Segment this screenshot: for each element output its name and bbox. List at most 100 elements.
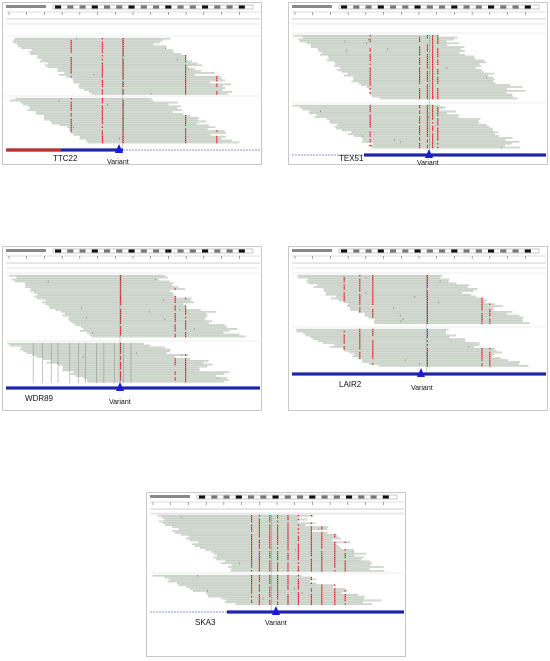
- mismatch: [277, 594, 279, 596]
- mismatch: [122, 105, 124, 107]
- ideogram-band: [140, 249, 147, 253]
- mismatch: [287, 597, 289, 600]
- read: [358, 357, 501, 359]
- mismatch: [70, 57, 72, 59]
- gene-utr: [6, 148, 61, 152]
- mismatch: [426, 57, 428, 60]
- mismatch: [481, 351, 483, 354]
- mismatch: [287, 535, 289, 538]
- ideogram-band: [426, 249, 433, 253]
- mismatch: [432, 114, 434, 116]
- ideogram-band: [377, 5, 384, 9]
- mismatch: [437, 106, 439, 109]
- mismatch: [481, 314, 483, 317]
- mismatch: [70, 126, 72, 128]
- read: [9, 274, 166, 277]
- read: [29, 51, 174, 53]
- igv-view: [292, 248, 546, 377]
- read-mismatch-grey: [394, 139, 395, 141]
- read: [337, 69, 482, 71]
- mismatch: [258, 595, 260, 598]
- locus-box: [6, 5, 46, 8]
- mismatch: [369, 71, 371, 73]
- mismatch: [432, 108, 434, 111]
- mismatch: [419, 112, 421, 114]
- mismatch: [101, 141, 103, 144]
- mismatch: [344, 590, 346, 592]
- mismatch: [310, 578, 312, 581]
- mismatch: [419, 67, 421, 69]
- read: [370, 93, 513, 96]
- read: [298, 38, 455, 41]
- mismatch: [277, 570, 279, 572]
- mismatch: [419, 59, 421, 62]
- ideogram-band: [153, 249, 160, 253]
- ideogram-band: [358, 495, 365, 499]
- mismatch: [481, 305, 483, 307]
- mismatch: [122, 101, 124, 104]
- ideogram-band: [512, 5, 519, 9]
- read: [224, 601, 363, 604]
- mismatch: [251, 566, 253, 568]
- mismatch: [437, 112, 439, 114]
- mismatch: [426, 127, 428, 130]
- mismatch: [437, 59, 439, 62]
- mismatch: [426, 92, 428, 94]
- read-mismatch-grey: [188, 68, 189, 70]
- mismatch: [310, 597, 312, 600]
- mismatch: [343, 299, 345, 302]
- mismatch: [70, 64, 72, 66]
- mismatch: [251, 576, 253, 579]
- mismatch: [122, 120, 124, 123]
- mismatch: [372, 314, 374, 317]
- mismatch: [122, 109, 124, 111]
- mismatch: [334, 554, 336, 557]
- mismatch: [287, 595, 289, 598]
- mismatch: [432, 35, 434, 37]
- mismatch: [426, 284, 428, 286]
- mismatch: [122, 38, 124, 40]
- read: [81, 326, 227, 328]
- mismatch: [432, 118, 434, 120]
- read: [313, 338, 465, 340]
- mismatch: [251, 590, 253, 592]
- mismatch: [343, 292, 345, 294]
- mismatch: [432, 52, 434, 54]
- mismatch: [310, 601, 312, 603]
- read: [30, 290, 170, 292]
- mismatch: [287, 575, 289, 577]
- mismatch: [185, 381, 187, 383]
- mismatch: [251, 520, 253, 523]
- mismatch: [369, 139, 371, 141]
- mismatch: [70, 98, 72, 100]
- read: [161, 516, 298, 519]
- mismatch: [310, 534, 312, 536]
- read: [340, 67, 476, 69]
- mismatch: [185, 360, 187, 362]
- mismatch: [372, 288, 374, 290]
- read: [78, 85, 223, 87]
- read-mismatch-grey: [344, 40, 346, 43]
- mismatch: [120, 303, 122, 305]
- mismatch: [269, 516, 271, 519]
- ideogram-band: [341, 5, 348, 9]
- mismatch: [269, 556, 271, 559]
- read-mismatch-grey: [106, 103, 108, 106]
- read: [326, 291, 462, 294]
- mismatch: [343, 348, 345, 350]
- ideogram-band: [116, 249, 123, 253]
- mismatch: [310, 590, 312, 592]
- mismatch: [277, 543, 279, 545]
- mismatch: [344, 570, 346, 572]
- mismatch: [101, 122, 103, 125]
- mismatch: [343, 295, 345, 298]
- read: [28, 105, 181, 108]
- mismatch: [101, 132, 103, 134]
- mismatch: [432, 141, 434, 143]
- igv-header: [6, 248, 260, 269]
- ideogram-band: [177, 5, 184, 9]
- read: [34, 291, 173, 294]
- mismatch: [287, 545, 289, 547]
- mismatch: [277, 586, 279, 588]
- mismatch: [101, 49, 103, 51]
